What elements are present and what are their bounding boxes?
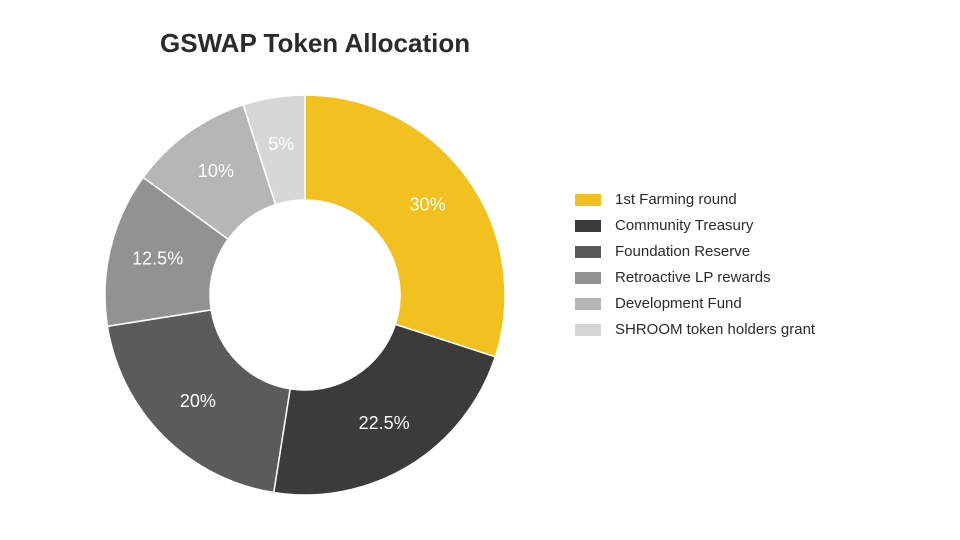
legend-item-0: 1st Farming round — [575, 189, 815, 211]
legend-item-4: Development Fund — [575, 293, 815, 315]
donut-slice-label-4: 10% — [198, 161, 234, 181]
donut-slice-label-1: 22.5% — [359, 413, 410, 433]
legend-swatch-5 — [575, 324, 601, 336]
donut-slice-label-2: 20% — [180, 391, 216, 411]
legend-label-3: Retroactive LP rewards — [615, 267, 771, 289]
donut-slice-1 — [274, 324, 495, 495]
legend-swatch-3 — [575, 272, 601, 284]
legend-label-5: SHROOM token holders grant — [615, 319, 815, 341]
legend-label-1: Community Treasury — [615, 215, 753, 237]
legend-label-0: 1st Farming round — [615, 189, 737, 211]
chart-title: GSWAP Token Allocation — [160, 28, 470, 59]
donut-slice-0 — [305, 95, 505, 357]
legend-item-2: Foundation Reserve — [575, 241, 815, 263]
legend-swatch-0 — [575, 194, 601, 206]
legend-swatch-4 — [575, 298, 601, 310]
donut-slice-label-3: 12.5% — [132, 248, 183, 268]
donut-slice-label-0: 30% — [410, 195, 446, 215]
legend: 1st Farming round Community Treasury Found… — [575, 185, 815, 345]
legend-swatch-1 — [575, 220, 601, 232]
legend-item-1: Community Treasury — [575, 215, 815, 237]
donut-slice-label-5: 5% — [268, 134, 294, 154]
legend-swatch-2 — [575, 246, 601, 258]
legend-item-5: SHROOM token holders grant — [575, 319, 815, 341]
legend-label-4: Development Fund — [615, 293, 742, 315]
donut-chart: 30% 22.5% 20% 12.5% 10% 5% — [90, 80, 520, 510]
legend-label-2: Foundation Reserve — [615, 241, 750, 263]
legend-item-3: Retroactive LP rewards — [575, 267, 815, 289]
